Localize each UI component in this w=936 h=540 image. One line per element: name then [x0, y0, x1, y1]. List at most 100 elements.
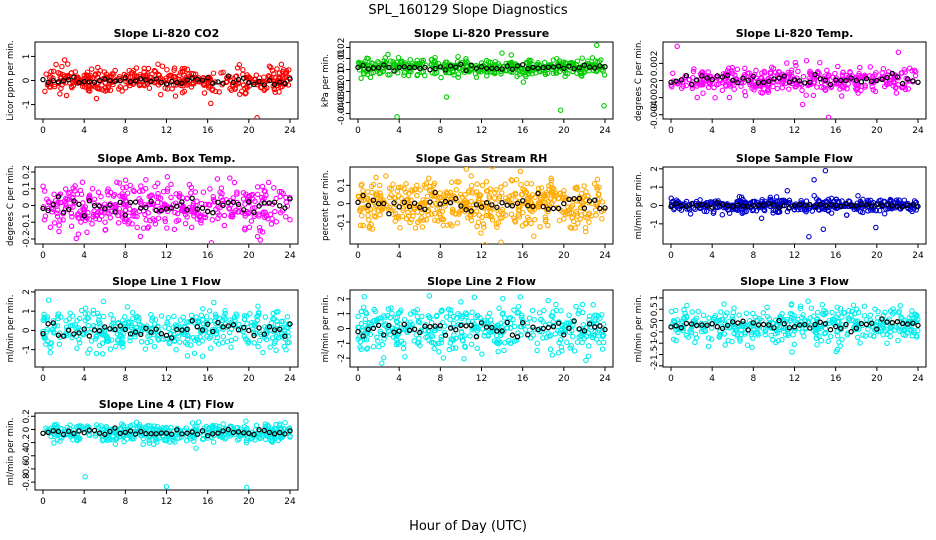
data-point — [142, 202, 148, 208]
reference-point — [915, 203, 921, 210]
reference-point — [127, 199, 134, 206]
data-point — [844, 86, 850, 92]
data-point — [122, 177, 129, 184]
data-point — [543, 334, 550, 341]
data-point — [198, 200, 205, 207]
data-point — [249, 191, 256, 198]
y-axis-label: kPa per min. — [321, 54, 331, 107]
data-point — [267, 344, 273, 350]
data-point — [213, 423, 219, 429]
data-point — [57, 217, 63, 223]
data-point — [526, 315, 533, 321]
data-point — [531, 317, 537, 323]
reference-point — [483, 199, 490, 206]
data-point — [119, 193, 126, 200]
reference-point — [796, 201, 803, 208]
reference-point — [673, 78, 679, 84]
data-point — [112, 67, 118, 74]
reference-point — [514, 63, 521, 69]
data-point — [578, 212, 585, 218]
data-point — [380, 313, 387, 319]
data-point — [729, 64, 736, 71]
reference-point — [396, 328, 402, 334]
reference-point — [458, 61, 464, 68]
reference-point — [478, 204, 485, 210]
data-point — [380, 68, 386, 75]
data-point — [170, 437, 176, 444]
reference-point — [370, 325, 377, 332]
data-point — [51, 433, 58, 440]
data-point — [574, 186, 580, 192]
data-point — [241, 312, 248, 319]
data-point — [357, 205, 364, 212]
data-point — [452, 211, 459, 217]
data-point — [461, 356, 467, 362]
data-point — [178, 434, 184, 440]
data-point — [88, 338, 95, 344]
data-point — [705, 69, 711, 75]
data-point — [548, 313, 554, 319]
data-point — [586, 210, 593, 216]
data-point — [862, 82, 868, 89]
reference-point — [683, 320, 690, 327]
data-point — [760, 310, 767, 316]
data-point — [138, 183, 144, 189]
reference-point — [905, 76, 911, 82]
data-point — [362, 316, 369, 323]
data-point — [244, 435, 251, 441]
reference-point — [81, 213, 87, 219]
y-tick-label: -2 — [337, 354, 347, 363]
data-point — [870, 87, 876, 93]
x-tick-label: 16 — [517, 374, 529, 384]
data-point — [358, 320, 365, 327]
data-point — [466, 187, 472, 194]
data-point — [229, 214, 236, 220]
data-point — [509, 192, 516, 199]
data-point — [164, 188, 171, 195]
data-point — [116, 180, 123, 186]
reference-point — [194, 206, 201, 212]
reference-point — [277, 326, 283, 332]
data-point — [277, 435, 284, 441]
reference-point — [688, 321, 695, 327]
data-point — [208, 240, 215, 244]
data-point — [117, 84, 123, 90]
data-point — [165, 315, 172, 321]
data-point — [594, 176, 601, 183]
data-point — [805, 298, 811, 305]
data-point — [198, 217, 204, 224]
reference-point — [514, 334, 521, 340]
reference-point — [699, 322, 705, 328]
reference-point — [894, 319, 901, 325]
data-point — [844, 332, 851, 338]
data-point — [450, 313, 457, 320]
data-point — [236, 436, 242, 442]
data-point — [253, 422, 260, 429]
x-tick-label: 4 — [81, 251, 87, 261]
reference-point — [473, 202, 480, 208]
reference-point — [525, 65, 531, 72]
reference-point — [709, 321, 715, 327]
data-point — [425, 328, 431, 335]
reference-point — [194, 76, 201, 82]
data-point — [212, 311, 219, 318]
data-point — [221, 212, 228, 219]
data-point — [717, 309, 724, 315]
reference-point — [509, 332, 516, 338]
y-tick-label: 2 — [22, 289, 32, 295]
reference-point — [60, 209, 67, 215]
x-tick-label: 0 — [668, 251, 674, 261]
data-point — [497, 215, 503, 221]
data-point — [799, 329, 805, 336]
data-point — [557, 337, 564, 343]
data-point — [282, 419, 288, 426]
data-point — [515, 303, 522, 310]
data-point — [108, 311, 114, 318]
data-point — [561, 216, 567, 222]
panel-title: Slope Li-820 Temp. — [736, 27, 854, 40]
reference-point — [494, 328, 500, 334]
data-point — [387, 58, 394, 64]
data-point — [164, 225, 170, 231]
data-point — [201, 214, 207, 220]
reference-point — [535, 65, 541, 71]
